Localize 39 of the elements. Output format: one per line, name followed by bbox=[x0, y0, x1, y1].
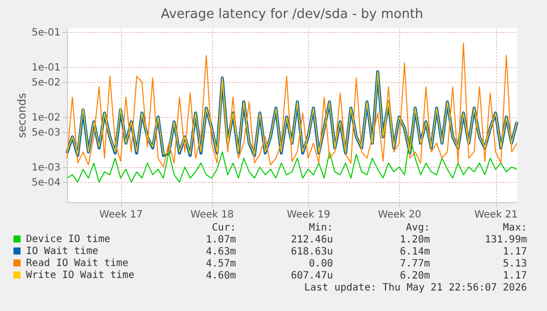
text: Max: bbox=[502, 222, 527, 234]
x-tick-label: Week 17 bbox=[99, 210, 143, 220]
text: Last update: Thu May 21 22:56:07 2026 bbox=[304, 282, 527, 294]
legend-label: Device IO time bbox=[26, 234, 110, 245]
text: 1.17 bbox=[502, 270, 527, 282]
legend-label: IO Wait time bbox=[26, 246, 98, 257]
legend-label: Write IO Wait time bbox=[26, 270, 134, 281]
x-tick-label: Week 18 bbox=[190, 210, 234, 220]
y-tick-label: 5e-03 bbox=[32, 128, 60, 139]
text: 1.20m bbox=[400, 234, 430, 246]
text: 1.17 bbox=[502, 246, 527, 258]
chart-title: Average latency for /dev/sda - by month bbox=[160, 6, 424, 22]
text: Cur: bbox=[212, 222, 236, 234]
y-tick-label: 5e-01 bbox=[32, 27, 60, 38]
text: 7.77m bbox=[400, 258, 430, 270]
x-tick-label: Week 21 bbox=[474, 210, 518, 220]
text: 6.20m bbox=[400, 270, 430, 282]
text: 131.99m bbox=[484, 234, 527, 246]
y-axis-title: seconds bbox=[16, 92, 29, 138]
text: 5.13 bbox=[502, 258, 527, 270]
legend-label: Read IO Wait time bbox=[26, 258, 128, 269]
y-tick-label: 1e-03 bbox=[32, 162, 60, 174]
y-tick-label: 5e-04 bbox=[32, 178, 60, 189]
x-tick-label: Week 19 bbox=[286, 210, 330, 220]
text: 1.07m bbox=[206, 234, 236, 246]
y-tick-label: 1e-02 bbox=[32, 112, 60, 124]
text: 618.63u bbox=[290, 246, 333, 258]
y-tick-label: 1e-01 bbox=[32, 62, 60, 74]
text: 4.63m bbox=[206, 246, 236, 258]
text: 212.46u bbox=[290, 234, 333, 246]
text: 6.14m bbox=[400, 246, 430, 258]
text: 607.47u bbox=[290, 270, 333, 282]
text: Avg: bbox=[406, 222, 430, 234]
x-tick-label: Week 20 bbox=[378, 210, 422, 220]
text: 0.00 bbox=[308, 258, 333, 270]
text: Min: bbox=[308, 222, 333, 234]
text: 4.60m bbox=[206, 270, 236, 282]
text: 4.57m bbox=[206, 258, 236, 270]
y-tick-label: 5e-02 bbox=[32, 78, 60, 89]
